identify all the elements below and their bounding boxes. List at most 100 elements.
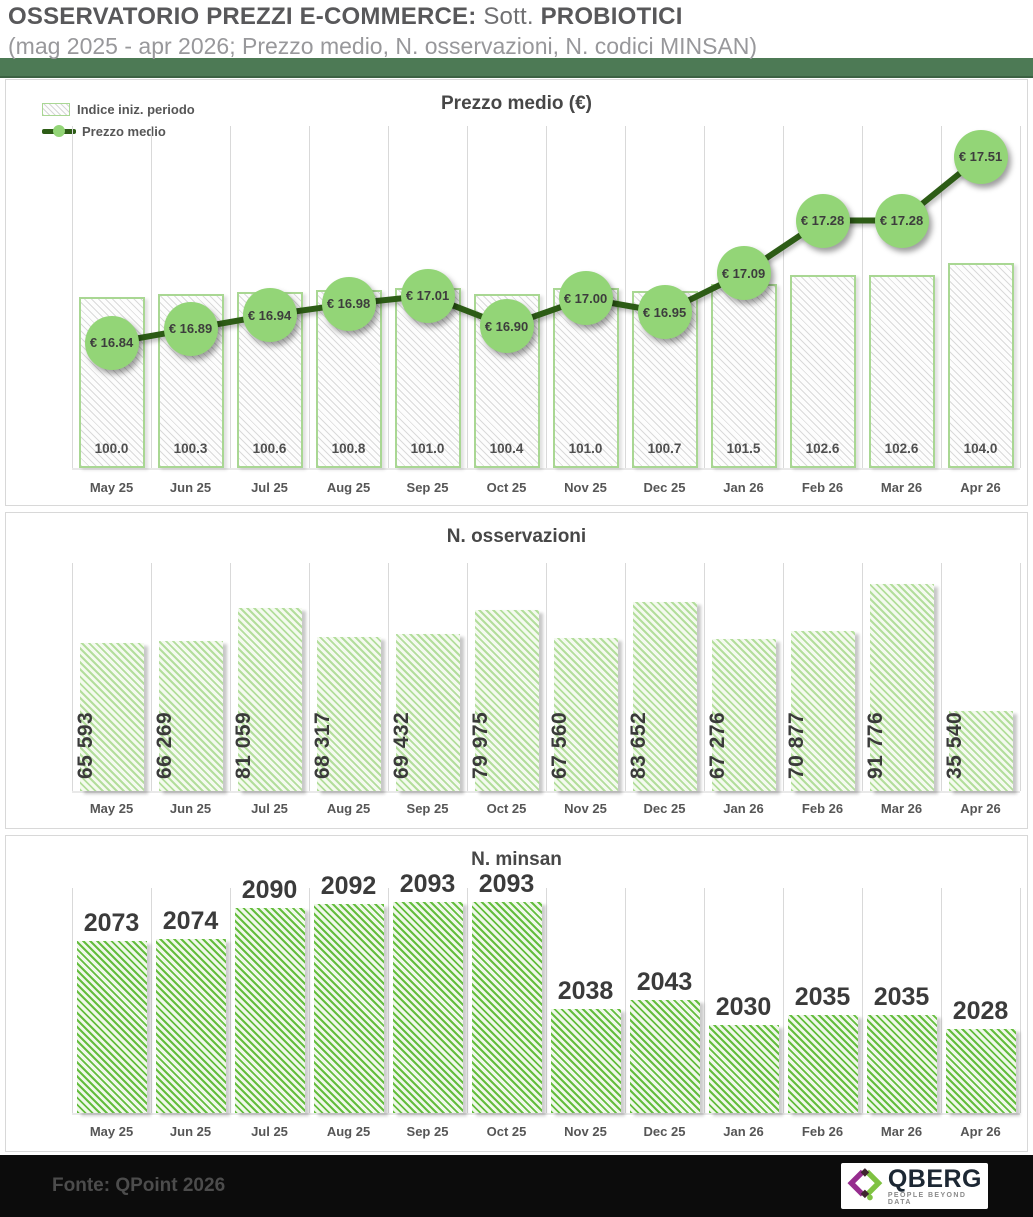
minsan-value-label: 2030 — [715, 992, 772, 1021]
header-divider-band — [0, 58, 1033, 78]
minsan-bar — [392, 901, 463, 1113]
legend-label-prezzo: Prezzo medio — [82, 124, 166, 139]
minsan-bar — [234, 907, 305, 1113]
x-axis-month-label: Jun 25 — [169, 1124, 212, 1139]
x-axis-month-label: Sep 25 — [406, 480, 449, 495]
minsan-value-label: 2035 — [873, 983, 930, 1012]
minsan-value-label: 2043 — [636, 967, 693, 996]
observations-bar — [948, 710, 1013, 791]
minsan-value-label: 2093 — [478, 869, 535, 898]
x-axis-month-label: Apr 26 — [960, 801, 1001, 816]
observations-bar — [79, 642, 144, 791]
gridline — [704, 888, 705, 1113]
index-bar: 102.6 — [789, 274, 856, 468]
logo-name: QBERG — [887, 1164, 982, 1193]
x-axis-month-label: Nov 25 — [564, 1124, 607, 1139]
report-footer: Fonte: QPoint 2026 QBERG PEOPLE BEYOND D… — [0, 1155, 1033, 1217]
index-value-label: 104.0 — [963, 440, 998, 456]
gridline — [704, 563, 705, 791]
index-bar: 101.5 — [710, 284, 777, 468]
chart-title-osservazioni: N. osservazioni — [446, 526, 587, 547]
chart-title-prezzo-medio: Prezzo medio (€) — [441, 93, 592, 114]
observations-value-label: 68 317 — [310, 711, 334, 779]
x-axis-month-label: Jul 25 — [251, 801, 288, 816]
price-marker: € 17.28 — [795, 193, 850, 248]
gridline — [151, 563, 152, 791]
observations-value-label: 35 540 — [942, 711, 966, 779]
minsan-bar — [550, 1009, 621, 1113]
x-axis-month-label: Aug 25 — [326, 1124, 371, 1139]
x-axis-month-label: Mar 26 — [880, 801, 923, 816]
gridline — [151, 126, 152, 468]
index-value-label: 100.6 — [252, 440, 287, 456]
x-axis-month-label: Feb 26 — [801, 480, 844, 495]
index-value-label: 100.3 — [173, 440, 208, 456]
minsan-bar — [787, 1015, 858, 1113]
gridline — [941, 126, 942, 468]
x-axis-month-label: Oct 25 — [486, 801, 527, 816]
price-marker: € 16.98 — [321, 276, 376, 331]
observations-value-label: 67 276 — [705, 711, 729, 779]
legend-hatched-bar-swatch — [42, 103, 70, 116]
price-marker: € 17.28 — [874, 193, 929, 248]
gridline — [388, 888, 389, 1113]
chart-osservazioni: N. osservazioni 65 593 66 269 81 059 68 317… — [5, 512, 1028, 829]
x-axis-month-label: Feb 26 — [801, 801, 844, 816]
minsan-bar — [866, 1015, 937, 1113]
minsan-value-label: 2038 — [557, 977, 614, 1006]
index-value-label: 100.0 — [94, 441, 129, 456]
price-marker: € 16.90 — [479, 299, 534, 354]
chart-prezzo-medio: Prezzo medio (€) Indice iniz. periodo Pr… — [5, 79, 1028, 506]
x-axis-month-label: Jan 26 — [723, 1124, 764, 1139]
minsan-value-label: 2090 — [241, 875, 298, 904]
index-value-label: 102.6 — [805, 440, 840, 456]
price-marker: € 16.89 — [163, 301, 218, 356]
index-value-label: 101.0 — [568, 440, 603, 456]
index-value-label: 100.8 — [331, 440, 366, 456]
report-header: OSSERVATORIO PREZZI E-COMMERCE: Sott. PR… — [0, 0, 1033, 59]
chart-title-minsan: N. minsan — [471, 849, 562, 870]
title-strong: PROBIOTICI — [540, 3, 683, 30]
index-bar: 100.0 — [78, 297, 145, 468]
x-axis-line — [72, 468, 1020, 470]
minsan-bar — [471, 901, 542, 1113]
gridline — [1020, 563, 1021, 791]
minsan-value-label: 2092 — [320, 871, 377, 900]
gridline — [783, 888, 784, 1113]
x-axis-month-label: Mar 26 — [880, 480, 923, 495]
minsan-bar — [708, 1024, 779, 1113]
gridline — [546, 888, 547, 1113]
source-note: Fonte: QPoint 2026 — [52, 1175, 226, 1196]
minsan-bar — [76, 940, 147, 1113]
minsan-value-label: 2074 — [162, 906, 219, 935]
legend: Indice iniz. periodo Prezzo medio — [42, 102, 195, 146]
gridline — [625, 888, 626, 1113]
x-axis-month-label: Jul 25 — [251, 1124, 288, 1139]
price-marker: € 16.84 — [84, 315, 139, 370]
x-axis-month-label: May 25 — [89, 1124, 134, 1139]
x-axis-month-label: Feb 26 — [801, 1124, 844, 1139]
x-axis-month-label: Mar 26 — [880, 1124, 923, 1139]
index-value-label: 101.5 — [726, 440, 761, 456]
gridline — [151, 888, 152, 1113]
x-axis-line — [72, 1113, 1020, 1115]
observations-bar — [237, 608, 302, 791]
legend-item-prezzo: Prezzo medio — [42, 124, 195, 139]
observations-value-label: 81 059 — [231, 711, 255, 779]
gridline — [704, 126, 705, 468]
gridline — [72, 563, 73, 791]
price-marker: € 17.51 — [953, 129, 1008, 184]
observations-value-label: 79 975 — [468, 711, 492, 779]
gridline — [72, 888, 73, 1113]
legend-item-indice: Indice iniz. periodo — [42, 102, 195, 117]
gridline — [941, 563, 942, 791]
qberg-logo-text: QBERG PEOPLE BEYOND DATA — [887, 1164, 982, 1206]
x-axis-month-label: Oct 25 — [486, 480, 527, 495]
x-axis-month-label: Aug 25 — [326, 480, 371, 495]
observations-value-label: 66 269 — [152, 711, 176, 779]
price-marker: € 17.09 — [716, 246, 771, 301]
observations-bar — [474, 610, 539, 791]
price-marker: € 16.95 — [637, 285, 692, 340]
observations-bar — [316, 636, 381, 791]
chart-minsan: N. minsan 2073 2074 2090 2092 2093 2093 2038 20… — [5, 835, 1028, 1152]
